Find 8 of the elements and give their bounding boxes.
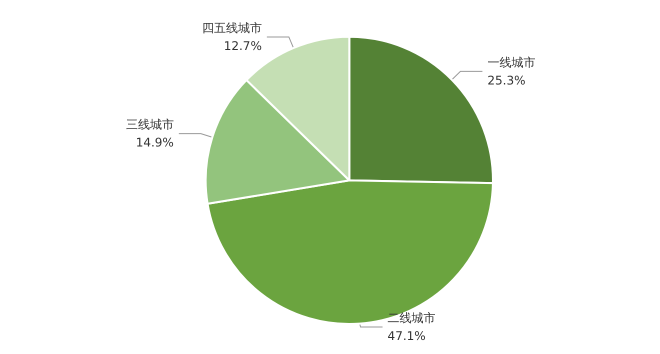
data-label: 12.7% [224, 38, 262, 53]
data-label: 47.1% [388, 329, 426, 343]
slice-label: 三线城市 [126, 118, 174, 132]
data-label: 25.3% [487, 73, 526, 88]
slice-label: 四五线城市 [202, 20, 262, 35]
data-label: 14.9% [136, 136, 174, 150]
slice-label: 二线城市 [388, 311, 436, 325]
slice-label: 一线城市 [487, 55, 536, 70]
